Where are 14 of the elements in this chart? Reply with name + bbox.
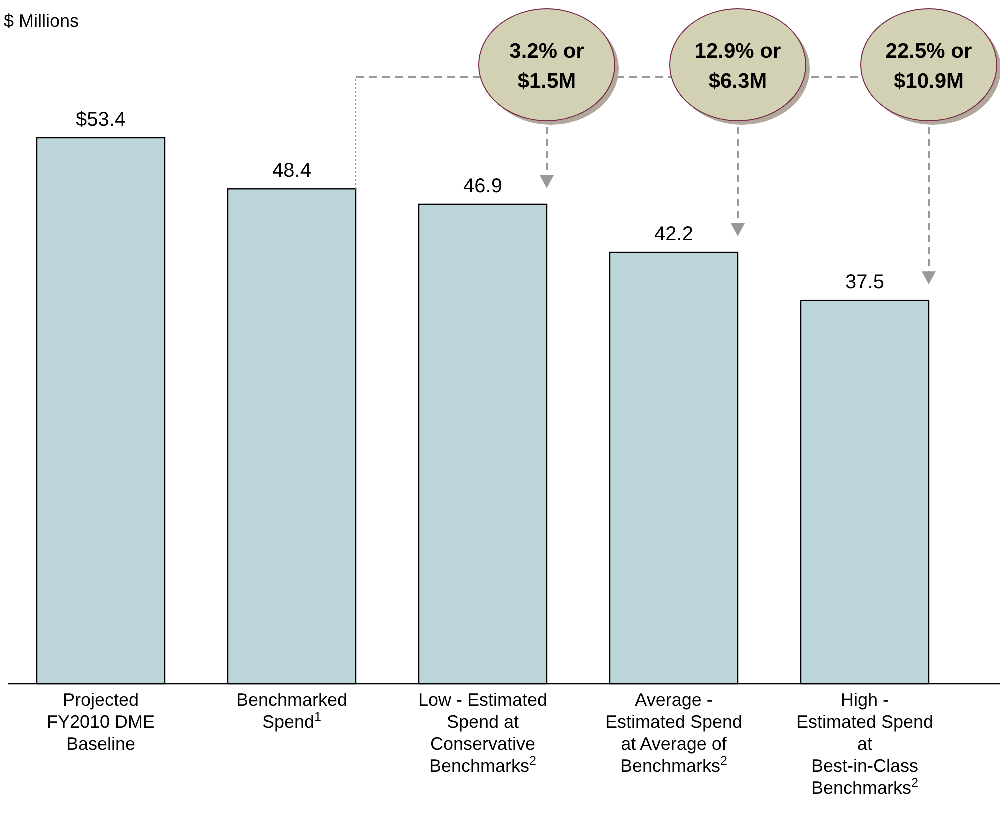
text: 12.9% or $6.3M <box>694 40 782 93</box>
data-label: 48.4 <box>272 160 312 182</box>
x-tick-label: Average - Estimated Spend at Average of Benchmarks$^{2}$ <box>605 690 743 776</box>
x-tick-label: Projected FY2010 DME Baseline <box>46 690 156 754</box>
x-tick-label: Benchmarked Spend$^{1}$ <box>236 690 348 732</box>
x-tick-label: Low - Estimated Spend at Conservative Benchmarks$^{2}$ <box>418 690 548 776</box>
data-label: 42.2 <box>654 224 694 246</box>
data-label: 37.5 <box>846 272 884 294</box>
data-label: 46.9 <box>464 175 502 198</box>
data-label: $53.4 <box>76 109 126 131</box>
text: 3.2% or $1.5M <box>510 40 584 93</box>
chart-subtitle: $ Millions <box>4 11 80 31</box>
x-tick-label: High - Estimated Spend at Best-in-Class Benchmarks$^{2}$ <box>796 690 934 798</box>
text: 22.5% or $10.9M <box>886 40 972 93</box>
